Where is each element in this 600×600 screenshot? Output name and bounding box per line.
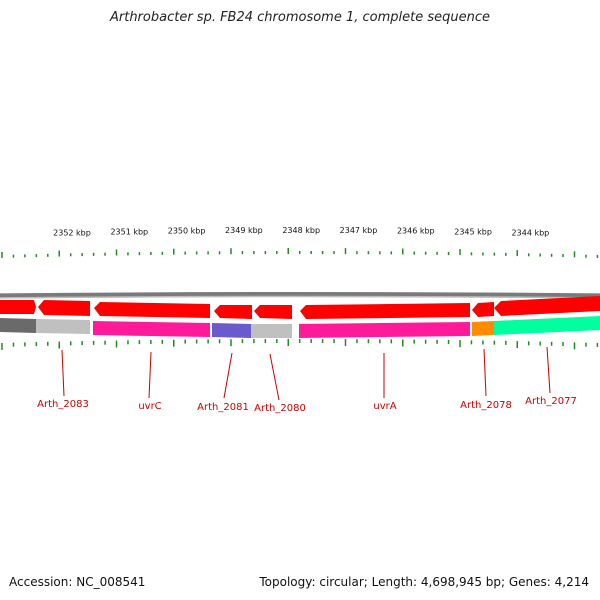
backbone-arc [0,292,600,299]
scale-label: 2350 kbp [168,227,206,236]
gene-label: Arth_2083 [37,399,89,410]
gene-feature-dark [0,318,36,333]
cds-arrow [38,300,90,316]
accession-text: Accession: NC_008541 [9,575,146,589]
scale-ticks-top [1,248,599,258]
gene-feature [299,322,470,338]
gene-label: uvrC [138,401,161,412]
scale-label: 2346 kbp [397,227,435,236]
gene-label: Arth_2077 [525,396,577,407]
genome-summary-text: Topology: circular; Length: 4,698,945 bp… [259,575,589,589]
gene-label: Arth_2081 [197,402,249,413]
cds-arrow [94,302,210,318]
cds-arrow [494,296,600,316]
cds-arrow [300,303,470,319]
gene-feature [494,316,600,335]
scale-label: 2349 kbp [225,226,263,235]
gene-label: uvrA [373,401,396,412]
gene-feature [212,323,251,338]
cds-arrow [472,302,494,317]
gene-labels: Arth_2083 uvrC Arth_2081 Arth_2080 uvrA … [37,396,577,414]
cds-arrow [214,305,252,319]
gene-feature-row [0,316,600,338]
gene-label: Arth_2078 [460,400,512,411]
gene-feature [472,321,494,336]
scale-label: 2347 kbp [340,226,378,235]
scale-label: 2344 kbp [512,228,550,237]
scale-label: 2345 kbp [454,227,492,236]
cds-arrow-row [0,296,600,319]
gene-label: Arth_2080 [254,403,306,414]
scale-label: 2352 kbp [53,228,91,237]
gene-feature [251,324,292,338]
gene-feature [36,319,90,334]
gene-feature [93,321,210,337]
cds-arrow [0,300,36,314]
scale-labels: 2352 kbp 2351 kbp 2350 kbp 2349 kbp 2348 kbp… [53,226,549,237]
map-title: Arthrobacter sp. FB24 chromosome 1, comp… [109,10,491,25]
cds-arrow [254,305,292,319]
scale-ticks-bottom [1,339,599,350]
scale-label: 2348 kbp [282,226,320,235]
scale-label: 2351 kbp [110,227,148,236]
label-leaders [61,346,551,401]
